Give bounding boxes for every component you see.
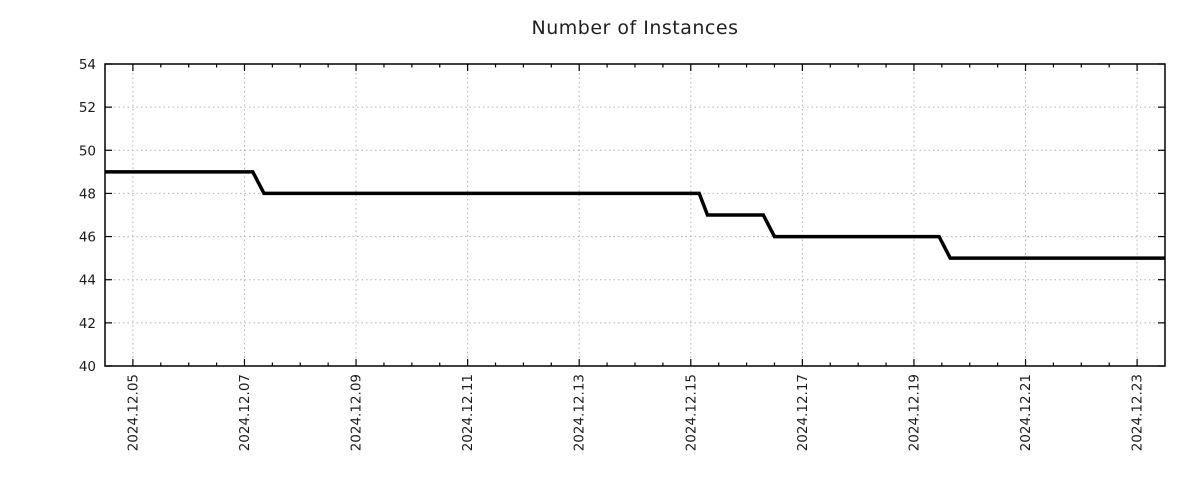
x-tick-label: 2024.12.21 — [1018, 374, 1034, 451]
x-tick-label: 2024.12.15 — [683, 374, 699, 451]
x-tick-label: 2024.12.09 — [349, 374, 365, 451]
x-tick-label: 2024.12.19 — [906, 374, 922, 451]
y-tick-label: 40 — [79, 359, 96, 375]
x-tick-label: 2024.12.11 — [460, 374, 476, 451]
plot-border — [104, 63, 1166, 367]
y-tick-label: 50 — [79, 143, 96, 159]
y-tick-label: 42 — [79, 316, 96, 332]
chart-title: Number of Instances — [531, 17, 739, 39]
x-tick-label: 2024.12.23 — [1130, 374, 1146, 451]
y-tick-label: 44 — [79, 273, 96, 289]
x-tick-label: 2024.12.07 — [237, 374, 253, 451]
y-tick-label: 54 — [79, 57, 96, 73]
y-tick-label: 52 — [79, 100, 96, 116]
x-tick-label: 2024.12.17 — [795, 374, 811, 451]
x-tick-label: 2024.12.05 — [125, 374, 141, 451]
x-tick-label: 2024.12.13 — [572, 374, 588, 451]
y-tick-label: 48 — [79, 186, 96, 202]
y-tick-label: 46 — [79, 230, 96, 246]
data-line — [105, 170, 1165, 260]
